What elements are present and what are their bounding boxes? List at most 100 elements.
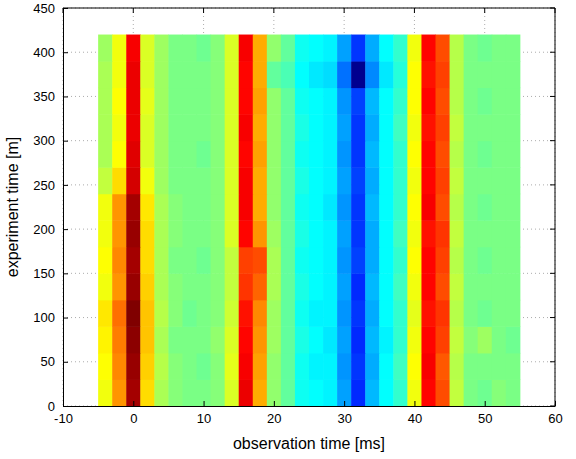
heat-cell bbox=[98, 379, 113, 406]
heat-cell bbox=[421, 247, 436, 274]
heat-cell bbox=[365, 247, 380, 274]
tick-mark bbox=[550, 8, 555, 9]
heat-cell bbox=[211, 88, 226, 115]
heat-cell bbox=[365, 300, 380, 327]
tick-label: 300 bbox=[33, 133, 55, 148]
heat-cell bbox=[112, 141, 127, 168]
heat-cell bbox=[225, 353, 240, 380]
heat-cell bbox=[267, 114, 282, 141]
heat-cell bbox=[168, 379, 183, 406]
heat-cell bbox=[267, 247, 282, 274]
heat-cell bbox=[126, 141, 141, 168]
heat-cell bbox=[309, 35, 324, 62]
heat-cell bbox=[379, 35, 394, 62]
heat-cell bbox=[98, 141, 113, 168]
heat-cell bbox=[295, 300, 310, 327]
heat-cell bbox=[407, 220, 422, 247]
heat-cell bbox=[225, 273, 240, 300]
tick-label: 30 bbox=[337, 411, 351, 426]
heat-cell bbox=[337, 273, 352, 300]
tick: 250 bbox=[33, 178, 68, 193]
heat-cell bbox=[309, 247, 324, 274]
heat-cell bbox=[393, 88, 408, 115]
heat-cell bbox=[98, 326, 113, 353]
heat-cell bbox=[112, 300, 127, 327]
heat-cell bbox=[365, 326, 380, 353]
heat-cell bbox=[126, 88, 141, 115]
tick-mark bbox=[274, 401, 275, 406]
heat-cell bbox=[492, 247, 507, 274]
heat-cell bbox=[168, 300, 183, 327]
heat-cell bbox=[323, 167, 338, 194]
heat-cell bbox=[421, 379, 436, 406]
heat-cell bbox=[182, 247, 197, 274]
heat-cell bbox=[267, 88, 282, 115]
heat-cell bbox=[98, 61, 113, 88]
frame-top bbox=[63, 8, 555, 9]
heat-cell bbox=[253, 247, 268, 274]
heat-cell bbox=[492, 353, 507, 380]
heat-cell bbox=[98, 273, 113, 300]
heat-cell bbox=[379, 141, 394, 168]
heat-cell bbox=[337, 88, 352, 115]
heat-cell bbox=[365, 379, 380, 406]
heat-cell bbox=[506, 194, 521, 221]
heat-cell bbox=[211, 247, 226, 274]
heat-cell bbox=[379, 194, 394, 221]
heat-cell bbox=[421, 300, 436, 327]
heat-cell bbox=[182, 35, 197, 62]
heat-cell bbox=[168, 61, 183, 88]
heat-cell bbox=[140, 114, 155, 141]
heat-cell bbox=[154, 326, 169, 353]
heat-cell bbox=[323, 88, 338, 115]
tick: 0 bbox=[48, 399, 68, 414]
heat-cell bbox=[309, 114, 324, 141]
heat-cell bbox=[98, 220, 113, 247]
heat-cell bbox=[379, 300, 394, 327]
heat-cell bbox=[182, 141, 197, 168]
heat-cell bbox=[168, 194, 183, 221]
heat-cell bbox=[407, 61, 422, 88]
heat-cell bbox=[365, 88, 380, 115]
heat-cell bbox=[112, 247, 127, 274]
heat-cell bbox=[182, 194, 197, 221]
heat-cell bbox=[281, 35, 296, 62]
heat-cell bbox=[492, 35, 507, 62]
heat-cell bbox=[450, 194, 465, 221]
heat-cell bbox=[281, 273, 296, 300]
tick-mark bbox=[63, 8, 64, 13]
heat-cell bbox=[281, 300, 296, 327]
heat-cell bbox=[407, 247, 422, 274]
heat-cell bbox=[281, 194, 296, 221]
heat-cell bbox=[393, 114, 408, 141]
tick: 10 bbox=[197, 401, 211, 426]
heat-cell bbox=[309, 61, 324, 88]
heat-cell bbox=[267, 273, 282, 300]
heat-cell bbox=[478, 326, 493, 353]
axis-line bbox=[63, 9, 64, 407]
heat-cell bbox=[506, 273, 521, 300]
heat-cell bbox=[365, 61, 380, 88]
heat-cell bbox=[239, 141, 254, 168]
heat-cell bbox=[351, 326, 366, 353]
tick-label: 350 bbox=[33, 89, 55, 104]
x-axis: -100102030405060 bbox=[54, 401, 563, 426]
heat-cell bbox=[197, 35, 212, 62]
heat-cell bbox=[337, 141, 352, 168]
heat-cell bbox=[154, 273, 169, 300]
heat-cell bbox=[253, 379, 268, 406]
heat-cell bbox=[393, 379, 408, 406]
heat-cell bbox=[98, 35, 113, 62]
tick-mark bbox=[550, 96, 555, 97]
heat-cell bbox=[197, 353, 212, 380]
heat-cell bbox=[450, 379, 465, 406]
heat-cell bbox=[351, 88, 366, 115]
heat-cell bbox=[281, 353, 296, 380]
heat-cell bbox=[295, 326, 310, 353]
heat-cell bbox=[253, 141, 268, 168]
tick-label: 100 bbox=[33, 310, 55, 325]
tick-mark bbox=[204, 401, 205, 406]
heat-cell bbox=[197, 141, 212, 168]
heat-cell bbox=[351, 167, 366, 194]
heat-cell bbox=[112, 167, 127, 194]
